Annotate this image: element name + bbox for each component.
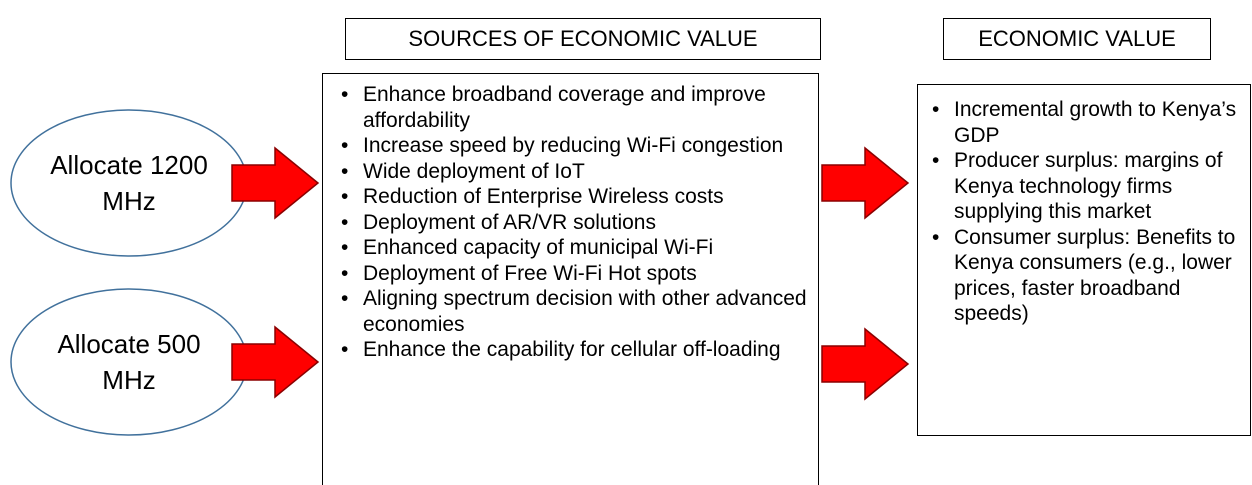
bullet: Incremental growth to Kenya’s GDP xyxy=(922,97,1244,148)
bullet: Aligning spectrum decision with other ad… xyxy=(331,286,808,337)
bullet: Deployment of AR/VR solutions xyxy=(331,210,808,236)
bullet: Enhance broadband coverage and improve a… xyxy=(331,82,808,133)
arrow xyxy=(821,327,910,401)
bullet: Enhanced capacity of municipal Wi-Fi xyxy=(331,235,808,261)
header: ECONOMIC VALUE xyxy=(943,18,1211,60)
bullet: Consumer surplus: Benefits to Kenya cons… xyxy=(922,225,1244,327)
option-label: Allocate 500 MHz xyxy=(57,329,201,395)
bullet: Enhance the capability for cellular off-… xyxy=(331,337,808,363)
bullet: Increase speed by reducing Wi-Fi congest… xyxy=(331,133,808,159)
bullet-list: Incremental growth to Kenya’s GDPProduce… xyxy=(922,97,1244,327)
arrow xyxy=(231,146,320,220)
bullet: Wide deployment of IoT xyxy=(331,159,808,185)
values-box: Incremental growth to Kenya’s GDPProduce… xyxy=(917,84,1251,436)
arrow xyxy=(821,146,910,220)
header: SOURCES OF ECONOMIC VALUE xyxy=(345,18,821,60)
sources-box: Enhance broadband coverage and improve a… xyxy=(322,73,819,485)
bullet: Deployment of Free Wi-Fi Hot spots xyxy=(331,261,808,287)
option-label: Allocate 1200 MHz xyxy=(50,150,208,216)
bullet-list: Enhance broadband coverage and improve a… xyxy=(331,82,808,363)
bullet: Reduction of Enterprise Wireless costs xyxy=(331,184,808,210)
bullet: Producer surplus: margins of Kenya techn… xyxy=(922,148,1244,225)
arrow xyxy=(231,325,320,399)
